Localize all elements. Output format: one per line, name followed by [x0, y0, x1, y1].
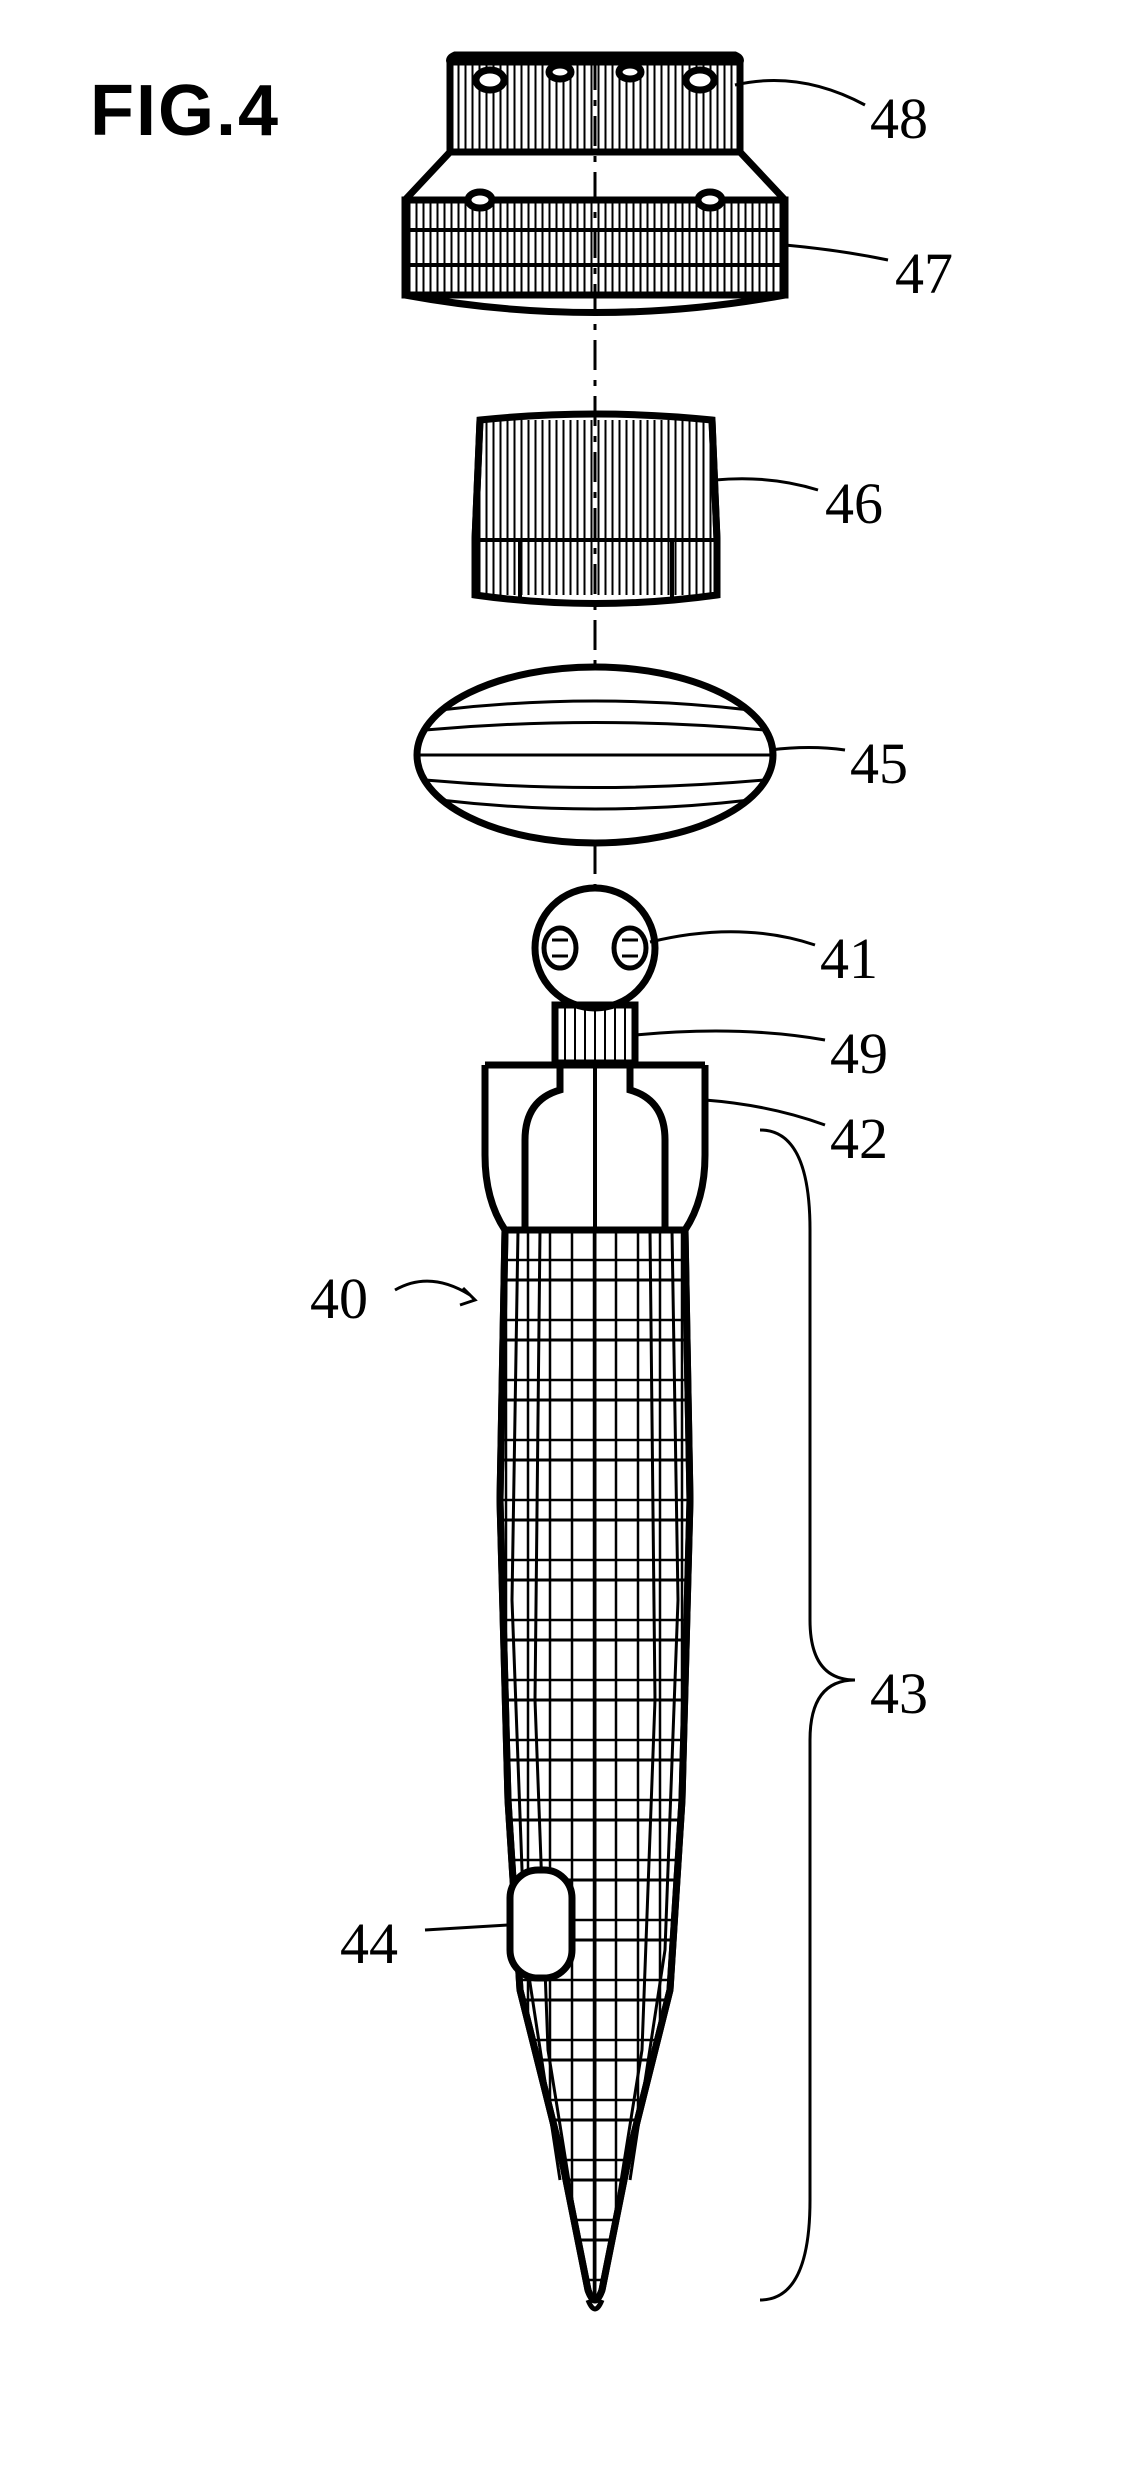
- ref-47: 47: [895, 240, 953, 307]
- part-implant-40: [485, 888, 705, 2309]
- ref-42: 42: [830, 1105, 888, 1172]
- ref-41: 41: [820, 925, 878, 992]
- ref-46: 46: [825, 470, 883, 537]
- ref-43: 43: [870, 1660, 928, 1727]
- ref-49: 49: [830, 1020, 888, 1087]
- part-sleeve-46: [475, 414, 717, 604]
- ref-44: 44: [340, 1910, 398, 1977]
- exploded-view-drawing: [0, 0, 1132, 2489]
- ref-40: 40: [310, 1265, 368, 1332]
- part-ring-45: [417, 667, 773, 843]
- ref-48: 48: [870, 85, 928, 152]
- ref-45: 45: [850, 730, 908, 797]
